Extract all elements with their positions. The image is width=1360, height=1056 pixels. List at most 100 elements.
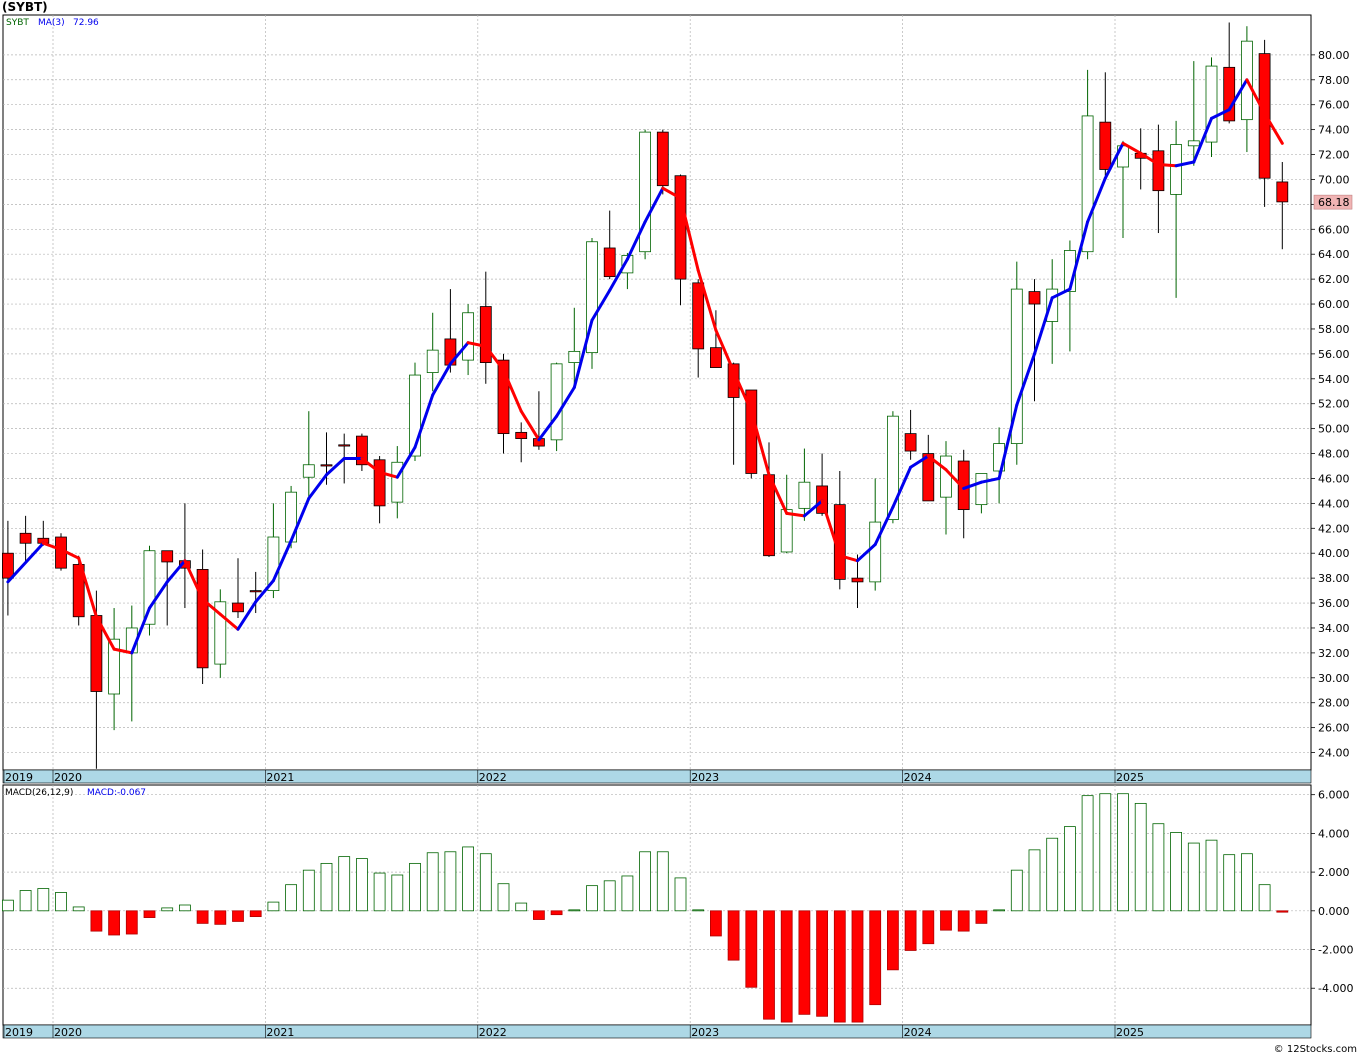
ma3-segment bbox=[378, 470, 399, 479]
price-y-tick-label: 72.00 bbox=[1318, 149, 1350, 162]
candle-down bbox=[656, 131, 669, 187]
macd-x-tick-label: 2025 bbox=[1116, 1026, 1144, 1039]
macd-bar-negative bbox=[745, 910, 758, 988]
macd-y-axis: 6.000 4.000 2.000 0.000 -2.000 -4.000 bbox=[1311, 789, 1353, 995]
candle-down bbox=[1276, 181, 1289, 203]
macd-bar-positive bbox=[426, 852, 439, 912]
price-y-tick-label: 44.00 bbox=[1318, 497, 1350, 510]
macd-bar-negative bbox=[125, 910, 138, 935]
price-y-axis: 24.00 26.00 28.00 30.00 32.00 34.00 36.00 38.00… bbox=[1311, 49, 1350, 760]
ma3-segment bbox=[749, 409, 771, 477]
macd-x-tick-label: 2020 bbox=[54, 1026, 82, 1039]
macd-bar-positive bbox=[656, 851, 669, 912]
ticker-title: (SYBT) bbox=[2, 0, 48, 14]
price-y-tick-label: 40.00 bbox=[1318, 547, 1350, 560]
macd-x-axis: 2019 2020 2021 2022 2023 2024 2025 bbox=[3, 1025, 1144, 1039]
candle-up bbox=[1170, 144, 1182, 195]
price-y-tick-label: 32.00 bbox=[1318, 647, 1350, 660]
macd-bar-negative bbox=[550, 910, 563, 916]
ma3-segment bbox=[1050, 287, 1072, 300]
macd-bars bbox=[2, 793, 1289, 1023]
macd-bar-positive bbox=[603, 880, 616, 912]
macd-x-tick-label: 2022 bbox=[479, 1026, 507, 1039]
ma3-segment bbox=[1033, 296, 1054, 356]
macd-bar-positive bbox=[355, 858, 368, 912]
ma3-segment bbox=[1174, 160, 1196, 168]
ma3-segment bbox=[838, 554, 859, 563]
ma3-segment bbox=[236, 600, 258, 631]
macd-x-tick-label: 2024 bbox=[904, 1026, 932, 1039]
candle-down bbox=[515, 431, 528, 439]
macd-bar-positive bbox=[1170, 832, 1182, 912]
candle-up bbox=[550, 363, 563, 441]
ma3-segment bbox=[360, 457, 382, 474]
ma3-segment bbox=[6, 541, 45, 584]
last-price-box bbox=[1313, 194, 1353, 210]
price-x-tick-label: 2021 bbox=[266, 771, 294, 784]
macd-bar-positive bbox=[178, 904, 191, 912]
candle-up bbox=[568, 350, 581, 363]
ma3-segment bbox=[909, 454, 930, 469]
candle-up bbox=[391, 461, 404, 503]
candle-down bbox=[904, 433, 917, 452]
ma3-segment bbox=[643, 186, 665, 224]
price-y-tick-label: 54.00 bbox=[1318, 373, 1350, 386]
candle-up bbox=[1205, 65, 1218, 143]
macd-bar-negative bbox=[780, 910, 793, 1023]
ma3-segment bbox=[130, 606, 151, 655]
ma3-segment bbox=[590, 288, 612, 322]
candle-down bbox=[338, 444, 351, 447]
ma3-segment bbox=[696, 268, 718, 332]
ma3-segment bbox=[661, 186, 682, 200]
price-x-tick-label: 2025 bbox=[1116, 771, 1144, 784]
macd-bar-positive bbox=[515, 902, 528, 912]
ma3-segment bbox=[537, 414, 559, 442]
candle-down bbox=[1152, 150, 1165, 192]
ma3-segment bbox=[307, 473, 328, 500]
price-y-tick-label: 42.00 bbox=[1318, 522, 1350, 535]
candle-up bbox=[267, 536, 280, 591]
ma3-segment bbox=[59, 547, 81, 560]
ma3-segment bbox=[856, 542, 877, 563]
macd-x-tick-label: 2021 bbox=[266, 1026, 294, 1039]
ma3-segment bbox=[112, 647, 134, 655]
macd-bar-positive bbox=[479, 853, 492, 912]
candle-up bbox=[302, 464, 315, 478]
macd-bar-positive bbox=[621, 875, 634, 912]
candle-down bbox=[373, 459, 386, 507]
macd-bar-positive bbox=[338, 856, 351, 912]
candle-down bbox=[497, 359, 510, 435]
macd-legend-label: MACD(26,12,9) bbox=[5, 788, 73, 798]
macd-bar-negative bbox=[710, 910, 722, 937]
candle-down bbox=[1223, 66, 1236, 122]
ma3-segment bbox=[413, 393, 435, 449]
macd-bar-negative bbox=[922, 910, 935, 945]
candle-up bbox=[780, 509, 793, 553]
macd-y-tick-label: 6.000 bbox=[1318, 789, 1350, 802]
price-y-tick-label: 56.00 bbox=[1318, 348, 1350, 361]
candle-up bbox=[586, 241, 598, 354]
macd-bar-positive bbox=[1099, 793, 1112, 912]
candle-down bbox=[196, 569, 209, 669]
macd-bar-positive bbox=[19, 890, 32, 912]
candle-down bbox=[479, 306, 492, 363]
macd-bar-negative bbox=[249, 910, 262, 918]
ma3-segment bbox=[997, 403, 1019, 480]
macd-panel: 6.000 4.000 2.000 0.000 -2.000 -4.000 MACD(26… bbox=[2, 784, 1353, 1039]
macd-bar-positive bbox=[1134, 802, 1147, 912]
ma3-segment bbox=[484, 344, 505, 372]
candle-up bbox=[639, 131, 651, 253]
price-y-tick-label: 30.00 bbox=[1318, 672, 1350, 685]
price-x-tick-label: 2020 bbox=[54, 771, 82, 784]
macd-y-tick-label: 4.000 bbox=[1318, 827, 1350, 840]
macd-bar-positive bbox=[1152, 823, 1165, 912]
ma3-segment bbox=[289, 496, 311, 543]
candle-up bbox=[426, 349, 439, 373]
candle-up bbox=[143, 550, 156, 625]
macd-bar-negative bbox=[196, 910, 209, 924]
ma3-segment bbox=[1227, 78, 1249, 112]
macd-y-tick-label: -4.000 bbox=[1318, 982, 1353, 995]
candle-down bbox=[1099, 121, 1112, 170]
price-x-axis-band bbox=[2, 769, 1312, 784]
price-y-tick-label: 38.00 bbox=[1318, 572, 1350, 585]
